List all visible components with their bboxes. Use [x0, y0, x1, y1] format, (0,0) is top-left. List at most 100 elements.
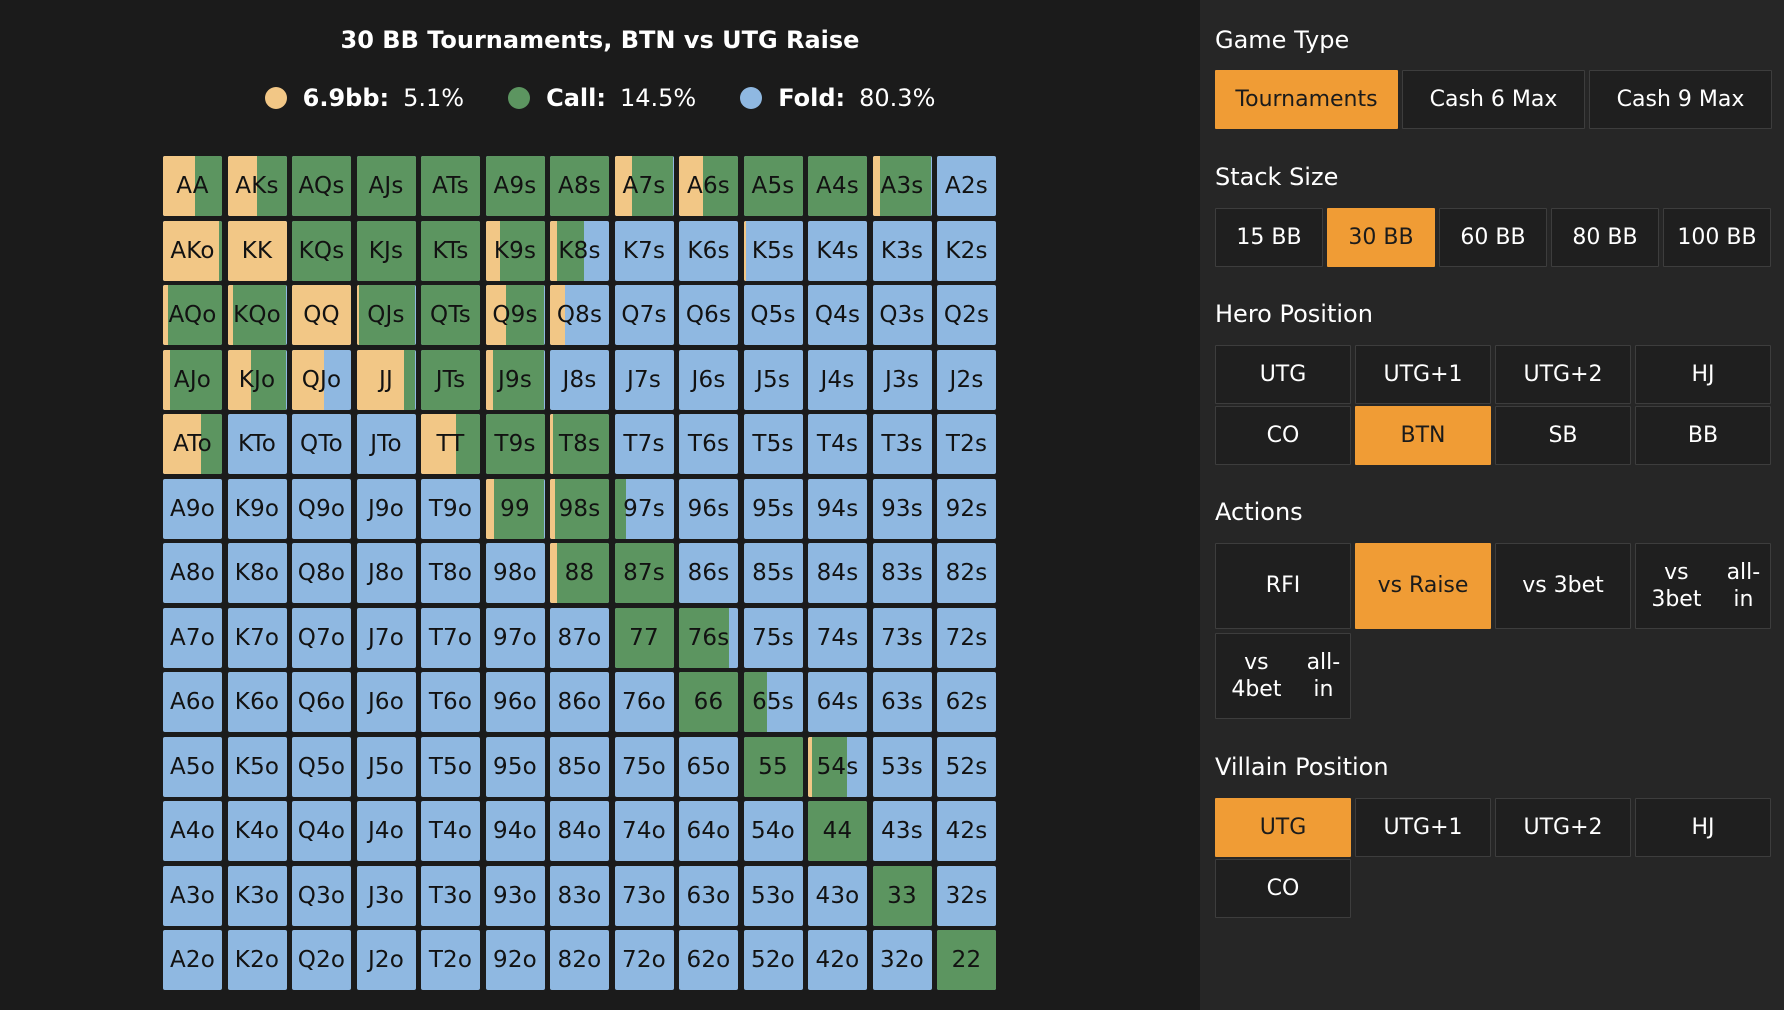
- hand-cell-t5o[interactable]: T5o: [421, 736, 480, 797]
- hand-cell-q5o[interactable]: Q5o: [292, 736, 351, 797]
- hand-cell-72o[interactable]: 72o: [614, 930, 674, 990]
- villain-position-option-hj[interactable]: HJ: [1635, 798, 1771, 857]
- stack-size-option-100-bb[interactable]: 100 BB: [1663, 208, 1771, 267]
- hand-cell-73o[interactable]: 73o: [614, 865, 674, 926]
- hand-cell-t2o[interactable]: T2o: [421, 930, 480, 990]
- hand-cell-k2s[interactable]: K2s: [937, 220, 996, 281]
- hand-cell-65o[interactable]: 65o: [679, 736, 738, 797]
- hand-cell-77[interactable]: 77: [614, 607, 674, 668]
- hand-cell-76o[interactable]: 76o: [614, 672, 674, 732]
- hand-cell-85s[interactable]: 85s: [743, 543, 803, 603]
- hand-cell-94o[interactable]: 94o: [485, 801, 545, 861]
- hand-cell-ako[interactable]: AKo: [163, 220, 222, 281]
- hand-cell-t8o[interactable]: T8o: [421, 543, 480, 603]
- hand-cell-54o[interactable]: 54o: [743, 801, 803, 861]
- hand-cell-q7s[interactable]: Q7s: [614, 285, 674, 345]
- stack-size-option-30-bb[interactable]: 30 BB: [1327, 208, 1435, 267]
- hand-cell-75s[interactable]: 75s: [743, 607, 803, 668]
- hand-cell-76s[interactable]: 76s: [679, 607, 738, 668]
- hand-cell-53o[interactable]: 53o: [743, 865, 803, 926]
- hand-cell-k6s[interactable]: K6s: [679, 220, 738, 281]
- hero-position-option-sb[interactable]: SB: [1495, 406, 1631, 465]
- hand-cell-87o[interactable]: 87o: [550, 607, 609, 668]
- hand-cell-85o[interactable]: 85o: [550, 736, 609, 797]
- hand-cell-j8s[interactable]: J8s: [550, 349, 609, 410]
- hand-cell-97s[interactable]: 97s: [614, 478, 674, 539]
- hand-cell-82o[interactable]: 82o: [550, 930, 609, 990]
- hand-cell-97o[interactable]: 97o: [485, 607, 545, 668]
- hand-cell-33[interactable]: 33: [872, 865, 932, 926]
- hand-cell-j9o[interactable]: J9o: [356, 478, 416, 539]
- hand-cell-aqs[interactable]: AQs: [292, 156, 351, 216]
- hand-cell-a7o[interactable]: A7o: [163, 607, 222, 668]
- hand-cell-88[interactable]: 88: [550, 543, 609, 603]
- hand-cell-62o[interactable]: 62o: [679, 930, 738, 990]
- hand-cell-q4s[interactable]: Q4s: [808, 285, 867, 345]
- hand-cell-t5s[interactable]: T5s: [743, 414, 803, 474]
- hand-cell-86s[interactable]: 86s: [679, 543, 738, 603]
- hand-cell-kjs[interactable]: KJs: [356, 220, 416, 281]
- hand-cell-q2o[interactable]: Q2o: [292, 930, 351, 990]
- hand-cell-jts[interactable]: JTs: [421, 349, 480, 410]
- hand-cell-qto[interactable]: QTo: [292, 414, 351, 474]
- hand-cell-92o[interactable]: 92o: [485, 930, 545, 990]
- hand-cell-k3o[interactable]: K3o: [227, 865, 287, 926]
- hand-cell-42o[interactable]: 42o: [808, 930, 867, 990]
- stack-size-option-15-bb[interactable]: 15 BB: [1215, 208, 1323, 267]
- villain-position-option-utg-1[interactable]: UTG+1: [1355, 798, 1491, 857]
- actions-option-vs-raise[interactable]: vs Raise: [1355, 543, 1491, 629]
- hand-cell-kts[interactable]: KTs: [421, 220, 480, 281]
- hand-cell-43s[interactable]: 43s: [872, 801, 932, 861]
- hero-position-option-btn[interactable]: BTN: [1355, 406, 1491, 465]
- hand-cell-j7o[interactable]: J7o: [356, 607, 416, 668]
- hand-cell-tt[interactable]: TT: [421, 414, 480, 474]
- hand-cell-99[interactable]: 99: [485, 478, 545, 539]
- hand-cell-ato[interactable]: ATo: [163, 414, 222, 474]
- hero-position-option-hj[interactable]: HJ: [1635, 345, 1771, 404]
- hand-cell-k6o[interactable]: K6o: [227, 672, 287, 732]
- hand-cell-kto[interactable]: KTo: [227, 414, 287, 474]
- hand-cell-aa[interactable]: AA: [163, 156, 222, 216]
- hand-cell-64s[interactable]: 64s: [808, 672, 867, 732]
- game-type-option-cash-6-max[interactable]: Cash 6 Max: [1402, 70, 1585, 129]
- hand-cell-kqo[interactable]: KQo: [227, 285, 287, 345]
- villain-position-option-utg[interactable]: UTG: [1215, 798, 1351, 857]
- hand-cell-a2s[interactable]: A2s: [937, 156, 996, 216]
- hand-cell-j9s[interactable]: J9s: [485, 349, 545, 410]
- hand-cell-aqo[interactable]: AQo: [163, 285, 222, 345]
- hand-cell-a6s[interactable]: A6s: [679, 156, 738, 216]
- hand-cell-32s[interactable]: 32s: [937, 865, 996, 926]
- hand-cell-kk[interactable]: KK: [227, 220, 287, 281]
- hand-cell-q8s[interactable]: Q8s: [550, 285, 609, 345]
- hand-cell-52o[interactable]: 52o: [743, 930, 803, 990]
- hand-cell-a4o[interactable]: A4o: [163, 801, 222, 861]
- hero-position-option-utg[interactable]: UTG: [1215, 345, 1351, 404]
- hand-cell-66[interactable]: 66: [679, 672, 738, 732]
- villain-position-option-co[interactable]: CO: [1215, 859, 1351, 918]
- hand-cell-k7s[interactable]: K7s: [614, 220, 674, 281]
- hand-cell-q9o[interactable]: Q9o: [292, 478, 351, 539]
- actions-option-vs-3bet[interactable]: vs 3bet: [1495, 543, 1631, 629]
- hand-cell-t8s[interactable]: T8s: [550, 414, 609, 474]
- hand-cell-j8o[interactable]: J8o: [356, 543, 416, 603]
- hand-cell-ajs[interactable]: AJs: [356, 156, 416, 216]
- hand-cell-t9o[interactable]: T9o: [421, 478, 480, 539]
- hand-cell-t6o[interactable]: T6o: [421, 672, 480, 732]
- hand-cell-q9s[interactable]: Q9s: [485, 285, 545, 345]
- hand-cell-32o[interactable]: 32o: [872, 930, 932, 990]
- hand-cell-83o[interactable]: 83o: [550, 865, 609, 926]
- stack-size-option-80-bb[interactable]: 80 BB: [1551, 208, 1659, 267]
- hand-cell-87s[interactable]: 87s: [614, 543, 674, 603]
- hand-cell-aks[interactable]: AKs: [227, 156, 287, 216]
- hand-cell-44[interactable]: 44: [808, 801, 867, 861]
- hero-position-option-utg-2[interactable]: UTG+2: [1495, 345, 1631, 404]
- hand-cell-j6s[interactable]: J6s: [679, 349, 738, 410]
- hand-cell-q5s[interactable]: Q5s: [743, 285, 803, 345]
- hand-cell-55[interactable]: 55: [743, 736, 803, 797]
- villain-position-option-utg-2[interactable]: UTG+2: [1495, 798, 1631, 857]
- hand-cell-q3o[interactable]: Q3o: [292, 865, 351, 926]
- hand-cell-j5o[interactable]: J5o: [356, 736, 416, 797]
- hand-cell-a8o[interactable]: A8o: [163, 543, 222, 603]
- hand-cell-t3s[interactable]: T3s: [872, 414, 932, 474]
- hand-cell-k3s[interactable]: K3s: [872, 220, 932, 281]
